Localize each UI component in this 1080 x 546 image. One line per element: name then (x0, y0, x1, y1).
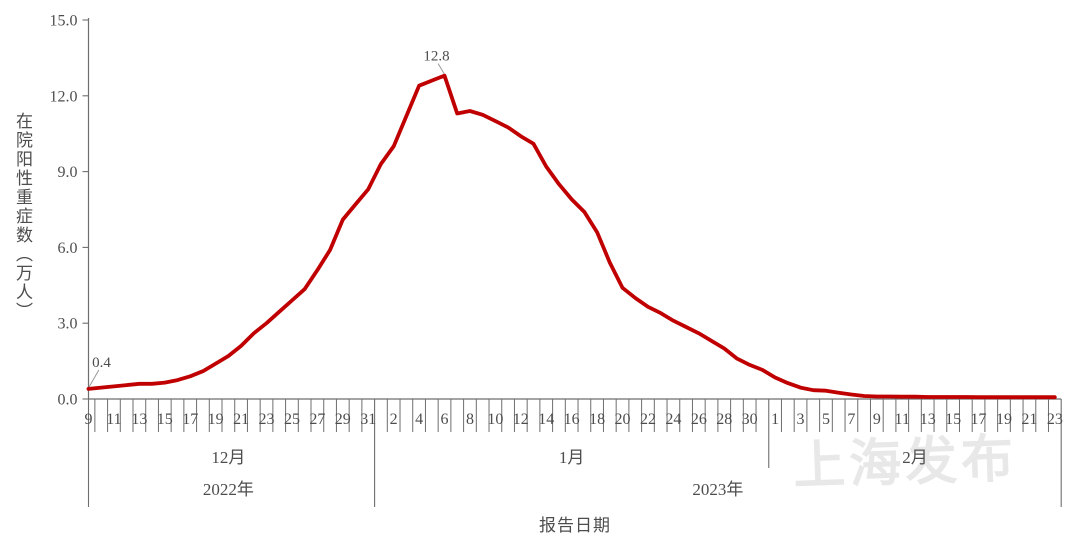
x-year-label: 2023年 (692, 480, 743, 499)
x-tick-label-day: 23 (1047, 411, 1063, 428)
x-tick-label-day: 24 (665, 411, 681, 428)
x-tick-label-day: 29 (335, 411, 351, 428)
x-tick-label-day: 18 (589, 411, 605, 428)
x-tick-label-day: 26 (691, 411, 707, 428)
x-tick-label-day: 13 (920, 411, 936, 428)
x-tick-label-day: 4 (415, 411, 423, 428)
annotation-label: 12.8 (423, 49, 449, 65)
x-tick-label-day: 25 (284, 411, 300, 428)
x-tick-label-day: 15 (157, 411, 173, 428)
x-tick-label-day: 15 (945, 411, 961, 428)
annotation-leader-line (88, 369, 100, 388)
annotation-label: 0.4 (92, 355, 111, 371)
x-tick-label-day: 23 (259, 411, 275, 428)
annotation-leader-line (437, 63, 445, 74)
x-tick-label-day: 11 (106, 411, 121, 428)
x-tick-label-day: 3 (797, 411, 805, 428)
x-tick-label-day: 12 (513, 411, 529, 428)
x-tick-label-day: 21 (1021, 411, 1037, 428)
x-tick-label-day: 5 (822, 411, 830, 428)
x-tick-label-day: 19 (996, 411, 1012, 428)
y-tick-label: 3.0 (58, 316, 78, 333)
x-tick-label-day: 31 (360, 411, 376, 428)
x-tick-label-day: 22 (640, 411, 656, 428)
y-tick-label: 12.0 (50, 88, 78, 105)
x-tick-label-day: 13 (131, 411, 147, 428)
y-tick-label: 15.0 (50, 13, 78, 30)
x-tick-label-day: 9 (85, 411, 93, 428)
x-tick-label-day: 16 (564, 411, 580, 428)
x-tick-label-day: 21 (233, 411, 249, 428)
severe-cases-line (86, 73, 1057, 400)
x-tick-label-day: 8 (466, 411, 474, 428)
x-tick-label-day: 20 (615, 411, 631, 428)
x-tick-label-day: 6 (441, 411, 449, 428)
x-tick-label-day: 19 (208, 411, 224, 428)
x-tick-label-day: 9 (873, 411, 881, 428)
x-tick-label-day: 17 (182, 411, 198, 428)
x-tick-label-day: 2 (390, 411, 398, 428)
x-month-label: 1月 (559, 448, 585, 467)
x-axis-title: 报告日期 (539, 516, 611, 535)
x-tick-label-day: 17 (971, 411, 987, 428)
x-tick-label-day: 27 (309, 411, 325, 428)
x-tick-label-day: 11 (895, 411, 910, 428)
y-tick-label: 9.0 (58, 164, 78, 181)
y-tick-label: 6.0 (58, 240, 78, 257)
x-year-label: 2022年 (203, 480, 254, 499)
x-tick-label-day: 1 (771, 411, 779, 428)
x-tick-label-day: 30 (742, 411, 758, 428)
x-tick-label-day: 28 (716, 411, 732, 428)
x-tick-label-day: 14 (538, 411, 554, 428)
y-tick-label: 0.0 (58, 392, 78, 409)
x-month-label: 12月 (211, 448, 245, 467)
x-tick-label-day: 7 (847, 411, 855, 428)
x-month-label: 2月 (902, 448, 928, 467)
y-axis-title: 在院阳性重症数（万人） (13, 112, 32, 321)
x-tick-label-day: 10 (487, 411, 503, 428)
